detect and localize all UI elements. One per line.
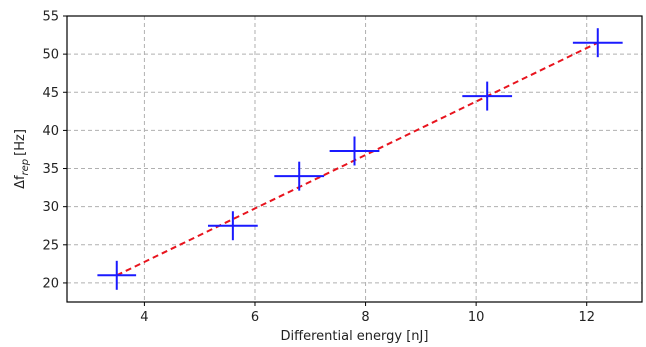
x-tick-label: 4 bbox=[140, 310, 148, 325]
fit-line-layer bbox=[116, 41, 599, 277]
data-point bbox=[462, 81, 513, 111]
data-point bbox=[207, 211, 258, 241]
y-axis-label-prefix: Δf bbox=[13, 175, 28, 189]
x-tick-label: 12 bbox=[578, 310, 595, 325]
y-tick-label: 25 bbox=[42, 238, 59, 253]
plot-frame bbox=[66, 15, 643, 303]
x-axis-ticks: 4 6 8 10 12 bbox=[140, 302, 595, 325]
x-tick-label: 8 bbox=[361, 310, 369, 325]
y-axis-label: Δfrep [Hz] bbox=[13, 129, 31, 189]
y-tick-label: 30 bbox=[42, 200, 59, 215]
y-axis-label-unit: [Hz] bbox=[13, 129, 28, 156]
y-axis-label-subscript: rep bbox=[20, 159, 31, 176]
y-tick-label: 35 bbox=[42, 162, 59, 177]
x-tick-label: 10 bbox=[468, 310, 485, 325]
fit-line bbox=[116, 41, 599, 277]
y-tick-label: 40 bbox=[42, 124, 59, 139]
y-tick-label: 20 bbox=[42, 276, 59, 291]
data-point bbox=[274, 161, 325, 191]
x-tick-label: 6 bbox=[251, 310, 259, 325]
y-tick-label: 45 bbox=[42, 86, 59, 101]
y-tick-label: 55 bbox=[42, 10, 59, 25]
data-point bbox=[97, 260, 137, 290]
y-tick-label: 50 bbox=[42, 48, 59, 63]
data-point bbox=[572, 28, 623, 58]
data-point bbox=[329, 136, 380, 166]
data-points bbox=[97, 28, 623, 290]
y-axis-ticks: 20 25 30 35 40 45 50 55 bbox=[42, 10, 67, 291]
x-axis-label: Differential energy [nJ] bbox=[281, 329, 429, 344]
